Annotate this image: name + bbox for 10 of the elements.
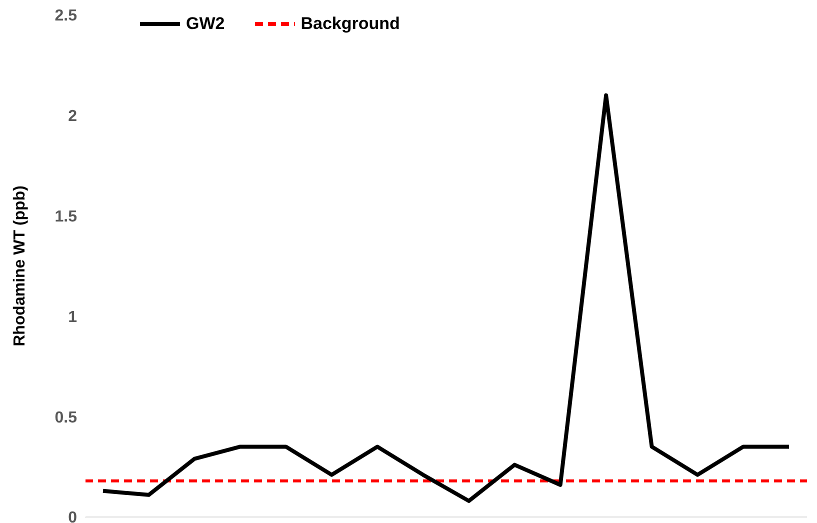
y-tick-label: 0 [68, 510, 78, 523]
line-series [101, 93, 791, 503]
y-tick-label: 1.5 [54, 208, 78, 226]
y-tick-label: 1 [68, 308, 78, 326]
legend-label: GW2 [186, 14, 225, 34]
y-tick-label: 2 [68, 108, 78, 126]
y-tick-label: 0.5 [54, 409, 78, 426]
y-tick-label: 2.5 [54, 8, 78, 25]
legend-label: Background [300, 14, 400, 34]
y-axis-title: Rhodamine WT (ppb) [12, 186, 29, 346]
